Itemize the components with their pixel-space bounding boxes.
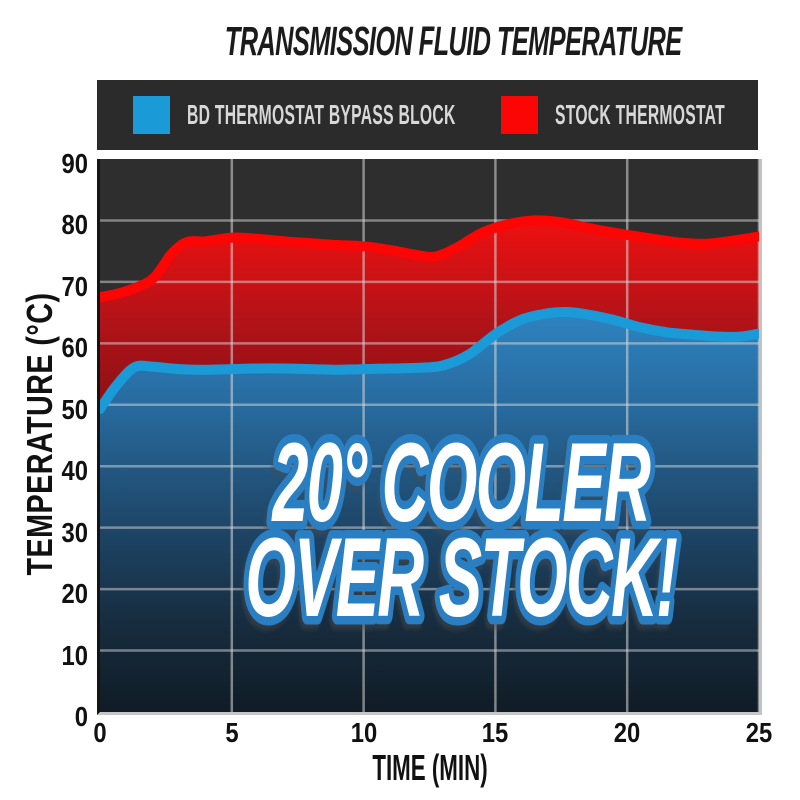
legend-item-stock-thermostat: STOCK THERMOSTAT (500, 96, 725, 134)
x-tick-label: 5 (225, 717, 239, 748)
y-tick-label: 20 (61, 578, 88, 610)
legend-swatch-red (500, 96, 538, 134)
legend-label-clip: BD THERMOSTAT BYPASS BLOCK (187, 99, 455, 131)
overlay-callout: 20° COOLER OVER STOCK! (239, 414, 685, 647)
series-line-0 (100, 215, 759, 303)
series-line-1 (100, 306, 759, 415)
y-tick-label: 80 (61, 209, 88, 241)
y-tick-label: 60 (61, 332, 88, 364)
legend: BD THERMOSTAT BYPASS BLOCK STOCK THERMOS… (97, 80, 758, 150)
y-tick-label: 30 (61, 516, 88, 548)
y-axis-title: TEMPERATURE (°C) (19, 292, 60, 576)
y-tick-label: 0 (74, 701, 88, 732)
x-tick-label: 10 (350, 717, 377, 748)
legend-swatch-blue (132, 96, 170, 134)
y-tick-label: 70 (61, 270, 88, 302)
x-tick-label: 0 (93, 717, 107, 748)
legend-label-clip: STOCK THERMOSTAT (554, 99, 725, 131)
y-tick-label: 10 (61, 639, 88, 671)
y-tick-label: 40 (61, 455, 88, 487)
y-tick-label: 50 (61, 393, 88, 425)
chart-canvas (100, 159, 759, 712)
overlay-line1: 20° COOLER (271, 421, 651, 546)
x-tick-label: 15 (482, 717, 509, 748)
series-area-1 (100, 311, 759, 712)
overlay-line2: OVER STOCK! (245, 516, 676, 641)
x-tick-label: 20 (613, 717, 641, 748)
legend-item-bd-thermostat: BD THERMOSTAT BYPASS BLOCK (132, 96, 455, 134)
chart-title: TRANSMISSION FLUID TEMPERATURE (224, 18, 682, 64)
x-tick-label: 25 (745, 717, 773, 748)
y-tick-label: 90 (61, 148, 88, 179)
legend-label-bd: BD THERMOSTAT BYPASS BLOCK (186, 99, 456, 130)
x-axis-title: TIME (MIN) (372, 747, 488, 788)
plot-area: 20° COOLER OVER STOCK! (97, 159, 762, 715)
legend-label-stock: STOCK THERMOSTAT (554, 99, 725, 130)
